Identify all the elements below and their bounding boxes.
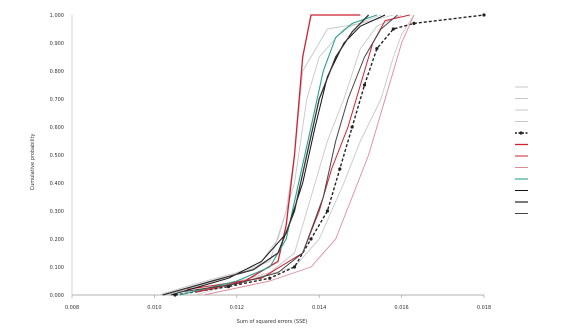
y-tick-label: 0.900	[50, 41, 64, 47]
series-marker	[391, 27, 395, 31]
x-tick-labels: 0.008 0.010 0.012 0.014 0.016 0.018	[65, 295, 491, 311]
y-tick-label: 0.700	[50, 97, 64, 103]
legend	[515, 86, 528, 214]
series-line-8	[203, 14, 415, 296]
series-marker	[350, 125, 354, 129]
series-marker	[375, 47, 379, 51]
series-marker	[325, 209, 330, 213]
x-tick-label: 0.014	[312, 305, 326, 311]
x-tick-label: 0.010	[147, 305, 161, 311]
series-line-12	[179, 14, 398, 293]
x-tick-label: 0.012	[230, 305, 244, 311]
y-tick-label: 0.300	[50, 209, 64, 215]
legend-marker	[519, 131, 523, 135]
series-line-11	[162, 14, 370, 296]
series-line-5	[174, 14, 485, 296]
x-tick-label: 0.018	[477, 305, 491, 311]
series-line-6	[195, 14, 361, 293]
series-marker	[309, 237, 313, 241]
y-tick-label: 0.600	[50, 125, 64, 131]
x-tick-label: 0.008	[65, 305, 79, 311]
axes	[71, 15, 484, 296]
x-axis-label: Sum of squared errors (SSE)	[237, 319, 308, 325]
series-marker	[412, 21, 416, 25]
series-line-2	[166, 14, 382, 296]
series-marker	[482, 13, 486, 17]
series-line-4	[195, 14, 415, 296]
y-tick-label: 0.800	[50, 69, 64, 75]
series-marker	[362, 83, 367, 87]
y-tick-label: 0.000	[50, 293, 64, 299]
series-line-1	[158, 14, 394, 296]
series-marker	[292, 265, 297, 269]
series-line-10	[170, 14, 386, 296]
y-tick-label: 0.500	[50, 153, 64, 159]
y-tick-label: 0.200	[50, 237, 64, 243]
y-tick-labels: 0.000 0.100 0.200 0.300 0.400 0.500 0.600 0.700…	[50, 13, 64, 299]
y-tick-label: 0.400	[50, 181, 64, 187]
series-marker	[268, 276, 272, 280]
y-axis-label: Cumulative probability	[30, 134, 36, 191]
series-line-9	[178, 14, 378, 296]
y-tick-label: 1.000	[50, 13, 64, 19]
series-lines	[158, 13, 486, 297]
series-marker	[338, 167, 342, 171]
series-marker	[226, 285, 231, 289]
x-tick-label: 0.016	[394, 305, 408, 311]
y-tick-label: 0.100	[50, 265, 64, 271]
